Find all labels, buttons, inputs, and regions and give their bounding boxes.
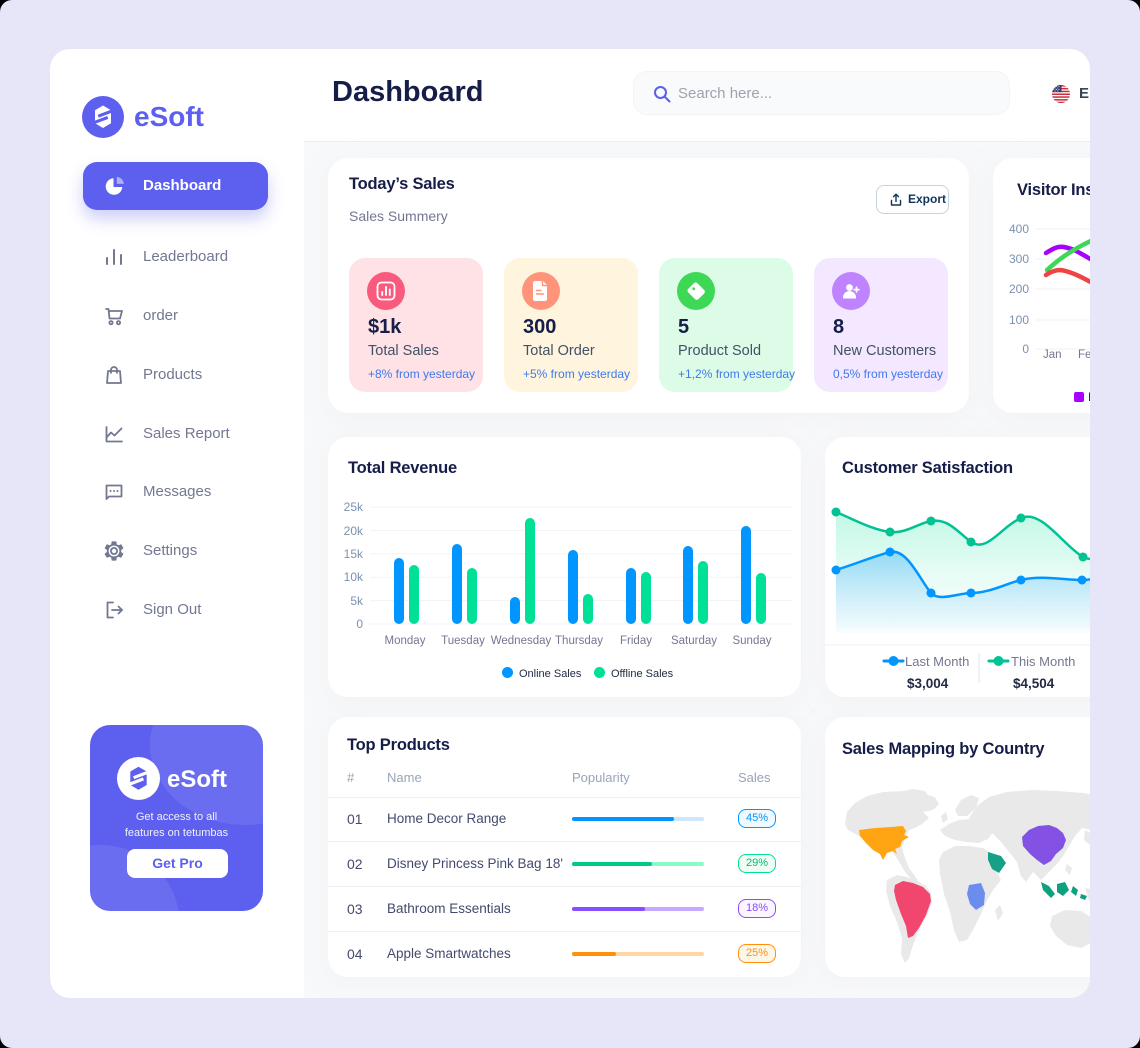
svg-text:Loyal Customers: Loyal Customers [1088, 390, 1090, 404]
